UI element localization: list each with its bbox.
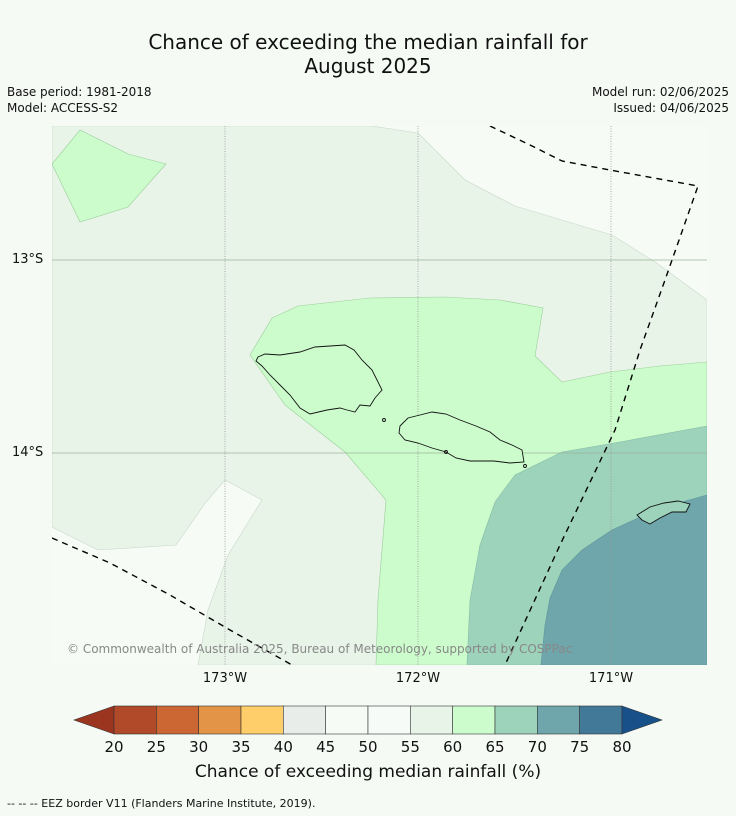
savaii-island: [255, 344, 383, 415]
colorbar-segment: [240, 705, 284, 735]
base-period: Base period: 1981-2018: [7, 85, 152, 99]
model-name: Model: ACCESS-S2: [7, 101, 119, 115]
gridlines: [52, 126, 707, 665]
colorbar-segment: [410, 705, 453, 735]
colorbar-tick-label: 50: [358, 738, 378, 756]
lat-label-14s: 14°S: [12, 445, 44, 460]
colorbar-tick-label: 30: [189, 738, 209, 756]
colorbar-under-triangle: [73, 705, 115, 735]
colorbar-tick-label: 75: [570, 738, 590, 756]
meta-right: Model run: 02/06/2025 Issued: 04/06/2025: [592, 84, 729, 116]
region-60-65-nw: [52, 129, 167, 223]
colorbar-segment: [325, 705, 369, 735]
colorbar-tick-label: 25: [146, 738, 166, 756]
map-title: Chance of exceeding the median rainfall …: [0, 30, 736, 78]
colorbar-tick-label: 45: [316, 738, 336, 756]
colorbar-tick-label: 40: [273, 738, 293, 756]
colorbar-segment: [494, 705, 538, 735]
map-area: [52, 126, 707, 665]
colorbar-segment: [113, 705, 157, 735]
colorbar-tick-label: 35: [231, 738, 251, 756]
lon-label-173w: 173°W: [202, 671, 248, 686]
colorbar-segment: [367, 705, 411, 735]
colorbar-segment: [579, 705, 623, 735]
colorbar-tick-label: 65: [485, 738, 505, 756]
colorbar-label: Chance of exceeding median rainfall (%): [194, 762, 542, 782]
colorbar-tick-label: 55: [400, 738, 420, 756]
colorbar-segment: [452, 705, 496, 735]
lon-label-172w: 172°W: [395, 671, 441, 686]
copyright-notice: © Commonwealth of Australia 2025, Bureau…: [67, 642, 573, 656]
upolu-island: [398, 411, 525, 464]
lat-label-13s: 13°S: [12, 252, 44, 267]
tutuila-island: [636, 500, 691, 525]
colorbar-segment: [198, 705, 242, 735]
footnote: -- -- -- EEZ border V11 (Flanders Marine…: [7, 797, 316, 810]
colorbar-segment: [283, 705, 326, 735]
meta-left: Base period: 1981-2018 Model: ACCESS-S2: [7, 84, 152, 116]
issued-date: Issued: 04/06/2025: [613, 101, 729, 115]
colorbar-tick-label: 70: [527, 738, 547, 756]
title-line-1: Chance of exceeding the median rainfall …: [148, 30, 588, 54]
colorbar-tick-label: 80: [612, 738, 632, 756]
colorbar: [73, 705, 663, 735]
colorbar-tick-label: 20: [104, 738, 124, 756]
islands: [255, 344, 691, 525]
model-run: Model run: 02/06/2025: [591, 85, 729, 99]
eez-border: [52, 126, 699, 665]
colorbar-over-triangle: [621, 705, 663, 735]
title-line-2: August 2025: [304, 54, 432, 78]
colorbar-tick-label: 60: [443, 738, 463, 756]
colorbar-segment: [537, 705, 580, 735]
lon-label-171w: 171°W: [588, 671, 634, 686]
colorbar-segment: [156, 705, 199, 735]
region-70-75: [540, 494, 707, 665]
